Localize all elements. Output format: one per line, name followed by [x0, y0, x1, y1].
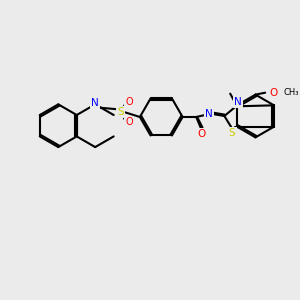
Text: N: N	[205, 109, 213, 119]
Text: O: O	[125, 117, 133, 127]
Text: CH₃: CH₃	[284, 88, 299, 97]
Text: O: O	[197, 130, 205, 140]
Text: O: O	[270, 88, 278, 98]
Text: N: N	[234, 98, 242, 107]
Text: S: S	[229, 128, 236, 139]
Text: S: S	[117, 107, 124, 117]
Text: O: O	[125, 98, 133, 107]
Text: N: N	[91, 98, 99, 108]
